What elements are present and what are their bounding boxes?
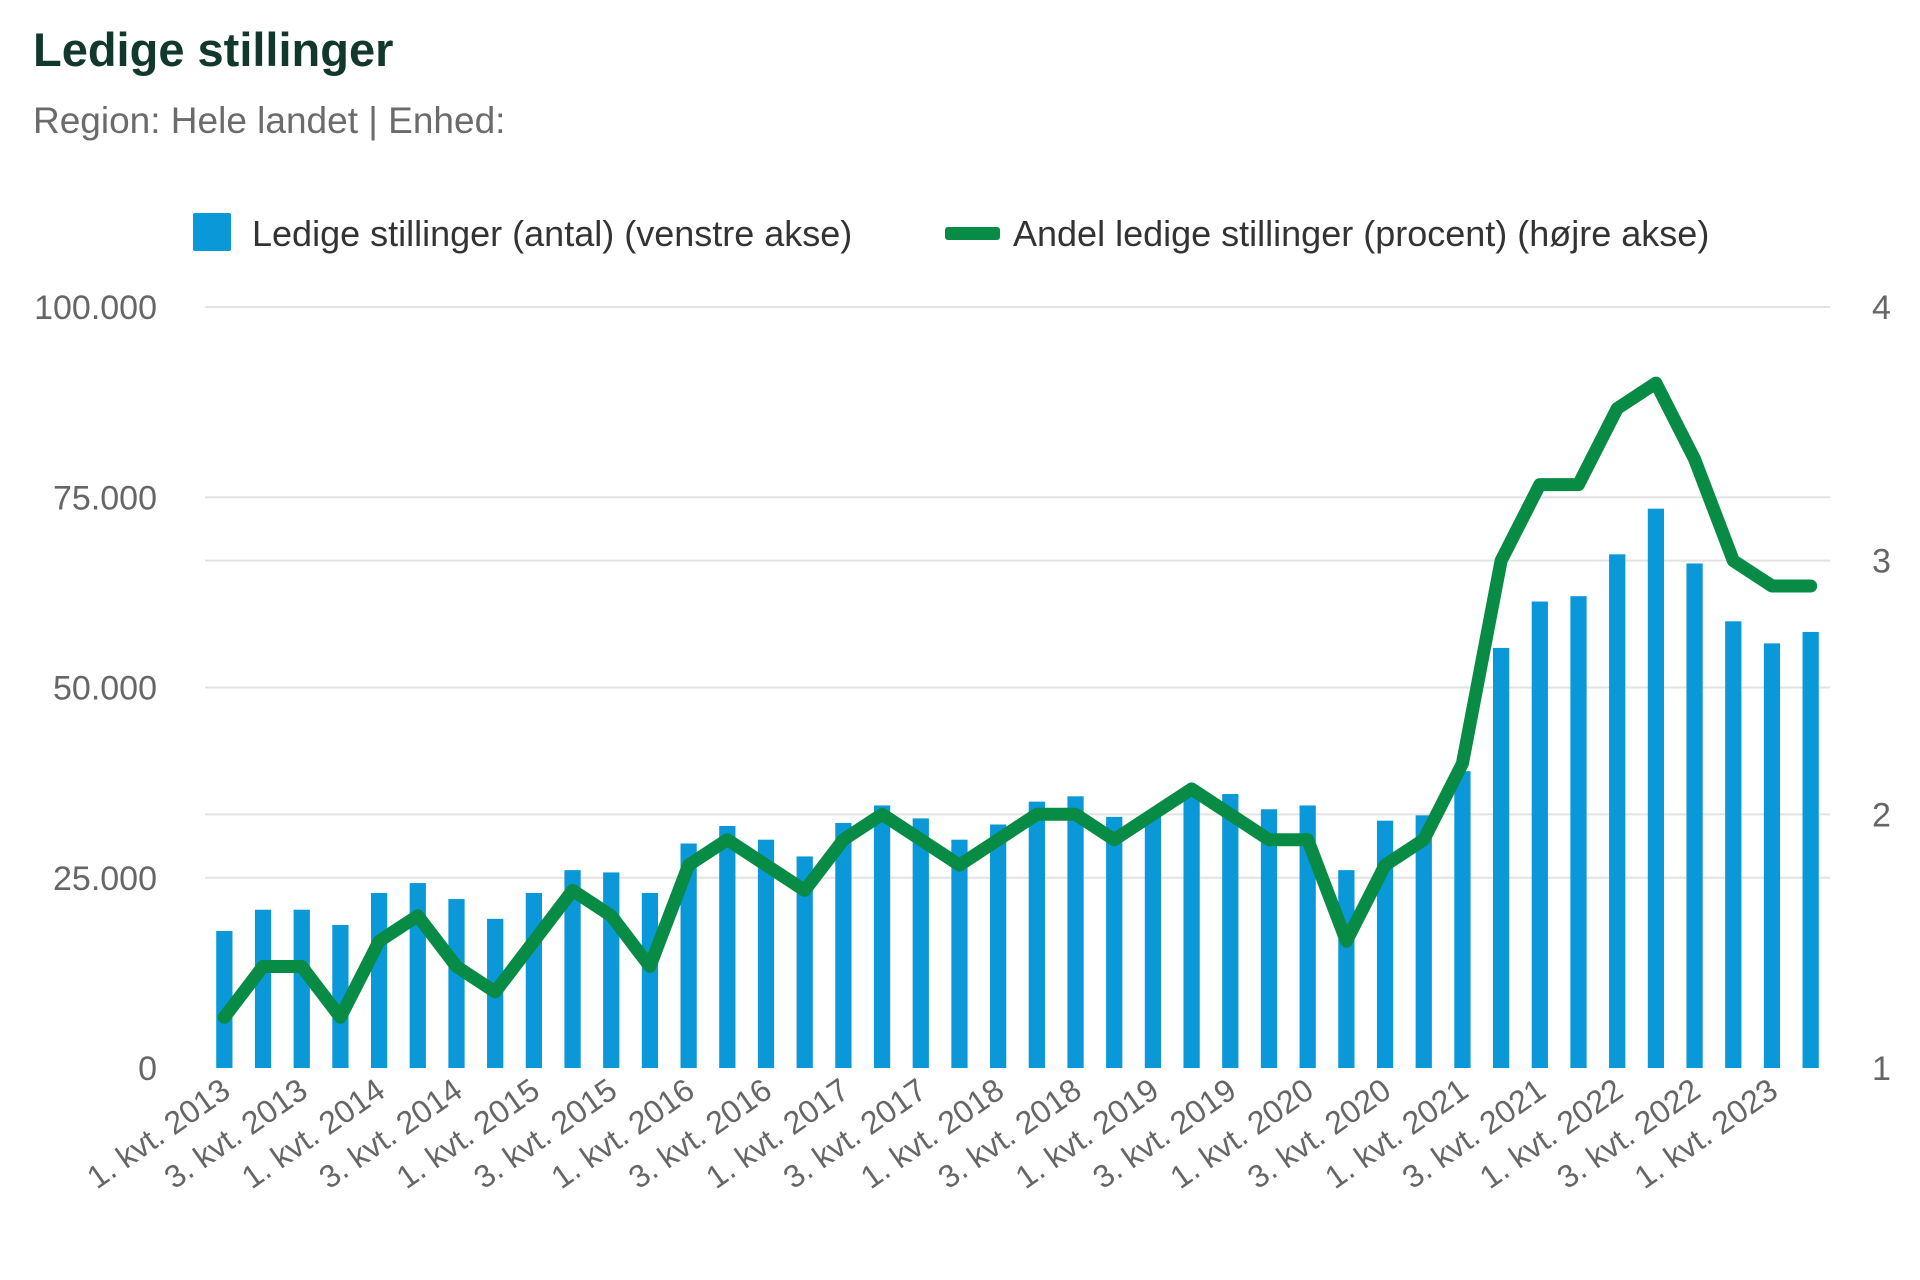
bar[interactable] [1725, 621, 1742, 1068]
legend-swatch-bars [193, 213, 231, 251]
bar-series [216, 508, 1819, 1068]
gridlines [205, 306, 1830, 879]
bar[interactable] [719, 826, 736, 1068]
bar[interactable] [564, 870, 581, 1068]
bar[interactable] [1028, 801, 1045, 1068]
bar[interactable] [1144, 813, 1162, 1068]
right-axis-tick-label: 1 [1872, 1050, 1891, 1088]
left-axis-tick-label: 75.000 [53, 479, 157, 517]
bar[interactable] [835, 822, 852, 1068]
bar[interactable] [1570, 596, 1587, 1068]
bar[interactable] [1260, 809, 1278, 1068]
bar[interactable] [641, 892, 659, 1068]
bar[interactable] [1686, 563, 1703, 1068]
bar[interactable] [1802, 631, 1819, 1068]
bar[interactable] [448, 899, 465, 1068]
left-axis-tick-label: 0 [138, 1050, 157, 1088]
line-series [217, 376, 1818, 1024]
bar[interactable] [603, 872, 620, 1068]
bar[interactable] [1763, 643, 1781, 1068]
bar[interactable] [1531, 601, 1548, 1068]
right-axis-ticks: 1 2 3 4 [1872, 289, 1891, 1088]
bar[interactable] [1493, 647, 1510, 1068]
bar[interactable] [796, 856, 813, 1068]
bar[interactable] [1183, 794, 1200, 1068]
bar[interactable] [370, 892, 388, 1068]
left-axis-ticks: 0 25.000 50.000 75.000 100.000 [34, 289, 157, 1088]
bar[interactable] [757, 839, 775, 1068]
right-axis-tick-label: 2 [1872, 796, 1891, 834]
bar[interactable] [1415, 815, 1432, 1068]
bar[interactable] [1338, 870, 1355, 1068]
bar[interactable] [951, 839, 968, 1068]
legend-label-line: Andel ledige stillinger (procent) (højre… [1013, 213, 1709, 254]
bar[interactable] [332, 924, 349, 1068]
bar[interactable] [293, 909, 310, 1068]
bar[interactable] [1222, 794, 1239, 1068]
bar[interactable] [1299, 805, 1316, 1068]
bar[interactable] [1609, 554, 1626, 1068]
legend-swatch-line [945, 227, 1000, 240]
bar[interactable] [873, 805, 891, 1068]
line-path[interactable] [217, 376, 1818, 1024]
left-axis-tick-label: 50.000 [53, 670, 157, 708]
bar[interactable] [1647, 508, 1665, 1068]
bar[interactable] [1067, 796, 1084, 1068]
right-axis-tick-label: 4 [1872, 289, 1891, 327]
legend-label-bars: Ledige stillinger (antal) (venstre akse) [252, 213, 852, 254]
bar[interactable] [1106, 816, 1123, 1068]
chart-title: Ledige stillinger [33, 23, 394, 76]
bar[interactable] [254, 909, 272, 1068]
bar[interactable] [1454, 771, 1471, 1068]
bar[interactable] [912, 818, 929, 1068]
left-axis-tick-label: 25.000 [53, 860, 157, 898]
left-axis-tick-label: 100.000 [34, 289, 157, 327]
right-axis-tick-label: 3 [1872, 543, 1891, 581]
legend: Ledige stillinger (antal) (venstre akse)… [193, 213, 1709, 254]
bar[interactable] [680, 843, 697, 1068]
bar[interactable] [216, 931, 233, 1068]
chart-subtitle: Region: Hele landet | Enhed: [33, 100, 506, 141]
bar[interactable] [990, 824, 1007, 1068]
bar[interactable] [525, 892, 542, 1068]
